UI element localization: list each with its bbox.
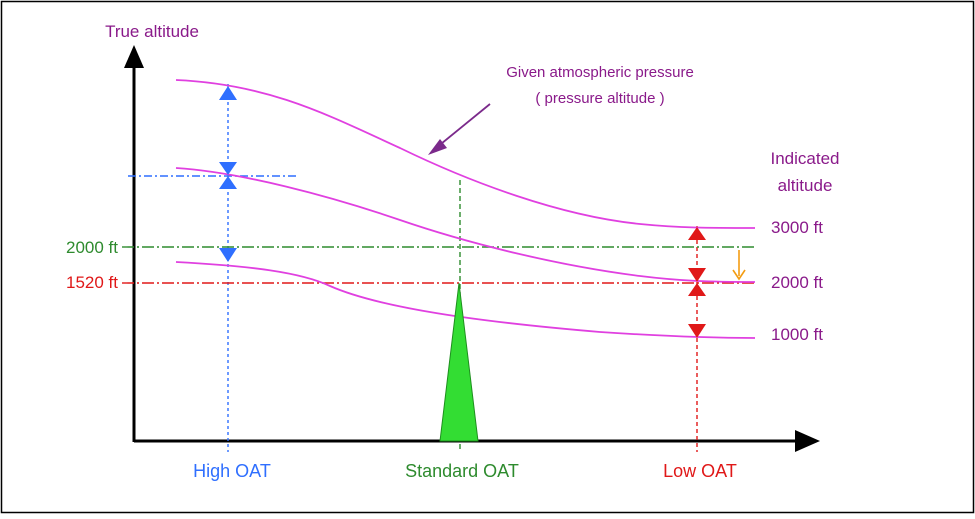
indicated-altitude-line1: Indicated (771, 149, 840, 168)
purple-pointer-head (428, 139, 447, 155)
curve-3000ft (175, 79, 756, 229)
curve-label-3000ft: 3000 ft (771, 218, 823, 237)
orange-arrow-head (732, 269, 746, 281)
red-arrow-up-top (688, 227, 706, 240)
left-label-2000ft: 2000 ft (66, 238, 118, 257)
x-axis-arrowhead (795, 430, 820, 452)
purple-pointer-shaft (435, 103, 491, 149)
curve-2000ft (175, 167, 756, 283)
blue-arrow-down-low (219, 248, 237, 262)
red-arrow-down-upper (688, 268, 706, 282)
red-arrow-up-lower (688, 283, 706, 296)
y-axis-arrowhead (124, 45, 144, 68)
blue-arrow-down-mid (219, 162, 237, 175)
x-label-high-oat: High OAT (193, 461, 271, 481)
curve-label-2000ft: 2000 ft (771, 273, 823, 292)
red-arrow-down-bottom (688, 324, 706, 338)
isobar-label-line2: ( pressure altitude ) (535, 90, 664, 107)
curve-label-1000ft: 1000 ft (771, 325, 823, 344)
x-label-standard-oat: Standard OAT (405, 461, 519, 481)
standard-oat-triangle (439, 282, 479, 442)
x-label-low-oat: Low OAT (663, 461, 737, 481)
blue-arrow-up-mid (219, 176, 237, 189)
curve-1000ft (175, 261, 756, 339)
blue-arrow-up-top (219, 86, 237, 100)
left-label-1520ft: 1520 ft (66, 273, 118, 292)
isobar-label-line1: Given atmospheric pressure (506, 64, 694, 81)
indicated-altitude-line2: altitude (778, 176, 833, 195)
y-axis-title: True altitude (105, 22, 199, 41)
